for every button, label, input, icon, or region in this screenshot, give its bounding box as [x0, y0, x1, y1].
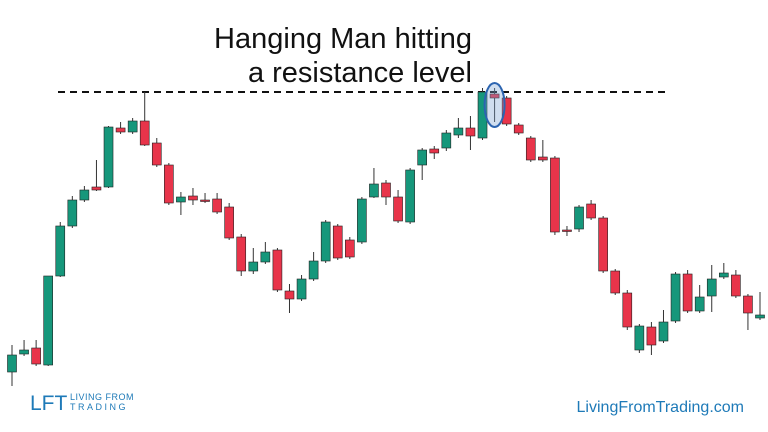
candle-body: [393, 196, 403, 222]
candle-body: [706, 278, 717, 297]
candle-body: [7, 354, 17, 373]
candle-body: [284, 290, 295, 300]
candle-body: [31, 347, 41, 365]
candle-body: [79, 189, 90, 201]
candle-body: [176, 196, 186, 203]
candle-body: [212, 198, 222, 213]
candle-body: [67, 199, 78, 227]
candle-body: [345, 239, 355, 258]
candle-body: [562, 229, 572, 232]
candle-body: [694, 296, 705, 312]
candle-body: [634, 325, 645, 351]
candle-body: [369, 183, 379, 198]
candle-body: [465, 127, 476, 137]
annotation-line: a resistance level: [248, 57, 472, 89]
candle-body: [682, 273, 693, 312]
candle-body: [417, 149, 427, 166]
candle-body: [731, 274, 741, 297]
candle-body: [381, 182, 391, 198]
candle-body: [127, 120, 138, 133]
candle-body: [272, 249, 283, 291]
candle-body: [260, 251, 271, 263]
candle-body: [55, 225, 66, 277]
candle-body: [429, 148, 440, 154]
candle-body: [670, 273, 681, 322]
candle-body: [574, 206, 584, 230]
website: LivingFromTrading.com: [577, 399, 744, 416]
candle-body: [236, 236, 247, 272]
candle-body: [139, 120, 150, 146]
candle-body: [525, 137, 536, 161]
candle-body: [501, 97, 512, 125]
candle-body: [538, 156, 548, 161]
candle-body: [441, 132, 452, 149]
candle-body: [743, 295, 753, 314]
candle-body: [91, 186, 102, 191]
candle-body: [320, 221, 331, 262]
candle-body: [357, 198, 367, 243]
candle-body: [164, 164, 174, 204]
candle-body: [405, 169, 415, 223]
candle-body: [308, 260, 319, 280]
candle-body: [248, 261, 259, 272]
candle-body: [200, 199, 210, 202]
candle-body: [332, 225, 343, 259]
candle-body: [610, 270, 621, 294]
candle-body: [151, 142, 162, 166]
candle-body: [658, 321, 669, 342]
candle-body: [513, 124, 524, 134]
candle-body: [188, 195, 198, 201]
candle-body: [550, 157, 560, 233]
candle-body: [19, 349, 29, 355]
annotation-line: Hanging Man hitting: [214, 23, 472, 55]
candle-body: [586, 203, 596, 219]
candle-body: [719, 272, 729, 278]
candle-body: [755, 314, 765, 319]
highlight-circle: [483, 82, 506, 128]
candle-body: [598, 217, 608, 272]
logo-text: LIVING FROM: [70, 392, 134, 402]
candle-body: [489, 93, 500, 99]
candle-body: [43, 275, 53, 366]
candle-body: [453, 127, 464, 136]
candle-body: [646, 326, 657, 346]
candle-body: [103, 126, 114, 188]
candle-body: [115, 127, 126, 133]
candle-body: [622, 292, 633, 328]
candle-body: [296, 278, 307, 300]
logo: LFT: [30, 392, 68, 415]
candle-body: [224, 206, 234, 239]
candle-body: [477, 91, 488, 139]
logo-text: TRADING: [70, 402, 128, 412]
